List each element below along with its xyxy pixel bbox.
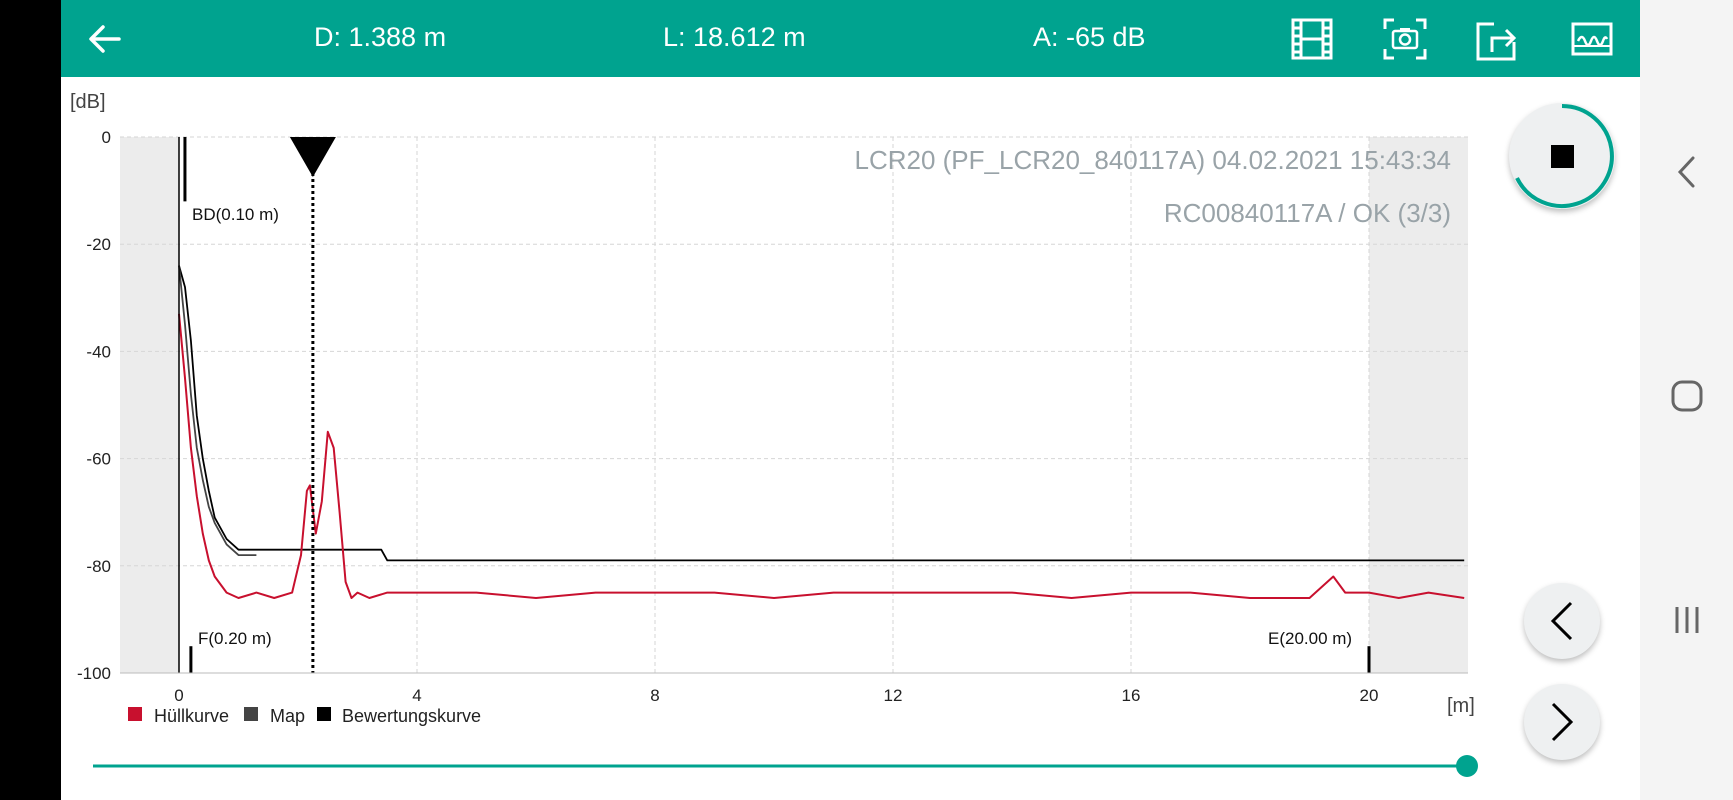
x-tick-label-3: 12 bbox=[884, 686, 903, 705]
distance-readout: D: 1.388 m bbox=[314, 22, 447, 52]
legend-swatch-evaluation bbox=[317, 707, 331, 721]
y-tick-label-1: -20 bbox=[86, 235, 111, 254]
stop-button[interactable] bbox=[1509, 103, 1615, 209]
system-navigation-bar bbox=[1640, 0, 1733, 800]
legend-label-envelope: Hüllkurve bbox=[154, 706, 229, 726]
film-icon[interactable] bbox=[1288, 16, 1336, 62]
x-tick-label-0: 0 bbox=[174, 686, 183, 705]
app-screen: D: 1.388 m L: 18.612 m A: -65 dB 0 4 8 12 16… bbox=[61, 0, 1640, 800]
echo-marker-triangle bbox=[289, 137, 336, 177]
shaded-region-0 bbox=[120, 137, 179, 673]
blocking-distance-label: BD(0.10 m) bbox=[192, 205, 279, 224]
series-line-1 bbox=[178, 265, 257, 556]
top-app-bar: D: 1.388 m L: 18.612 m A: -65 dB bbox=[61, 0, 1640, 77]
legend-swatch-envelope bbox=[128, 707, 142, 721]
y-tick-label-0: 0 bbox=[102, 128, 111, 147]
export-icon[interactable] bbox=[1474, 16, 1522, 62]
previous-button[interactable] bbox=[1524, 583, 1600, 659]
tank-icon[interactable] bbox=[1568, 16, 1616, 62]
back-nav-icon[interactable] bbox=[1640, 142, 1733, 202]
next-button[interactable] bbox=[1524, 684, 1600, 760]
y-tick-label-5: -100 bbox=[77, 664, 111, 683]
x-tick-label-5: 20 bbox=[1360, 686, 1379, 705]
time-slider[interactable] bbox=[93, 755, 1478, 777]
legend: Hüllkurve Map Bewertungskurve bbox=[128, 706, 481, 726]
legend-label-evaluation: Bewertungskurve bbox=[342, 706, 481, 726]
x-tick-label-1: 4 bbox=[412, 686, 421, 705]
x-axis-unit: [m] bbox=[1447, 695, 1475, 717]
legend-swatch-map bbox=[244, 707, 258, 721]
echo-curve-chart: 0 4 8 12 16 20 0 -20 -40 -60 -80 -100 [dB] [m] LCR2… bbox=[70, 91, 1478, 777]
device-info-line2: RC00840117A / OK (3/3) bbox=[1164, 198, 1451, 228]
stop-icon bbox=[1550, 144, 1574, 168]
series-line-0 bbox=[178, 313, 1465, 599]
plot-area bbox=[120, 137, 1468, 673]
empty-marker-label: E(20.00 m) bbox=[1268, 629, 1352, 648]
chevron-right-icon bbox=[1551, 702, 1574, 742]
amplitude-readout: A: -65 dB bbox=[1033, 22, 1146, 52]
x-tick-label-2: 8 bbox=[650, 686, 659, 705]
y-tick-label-3: -60 bbox=[86, 450, 111, 469]
legend-label-map: Map bbox=[270, 706, 305, 726]
arrow-left-icon[interactable] bbox=[81, 16, 129, 62]
x-tick-label-4: 16 bbox=[1122, 686, 1141, 705]
level-readout: L: 18.612 m bbox=[663, 22, 806, 52]
y-axis-unit: [dB] bbox=[70, 91, 106, 113]
series-line-2 bbox=[178, 265, 1465, 562]
y-tick-label-4: -80 bbox=[86, 557, 111, 576]
camera-icon[interactable] bbox=[1381, 16, 1429, 62]
recents-nav-icon[interactable] bbox=[1640, 590, 1733, 650]
y-tick-label-2: -40 bbox=[86, 342, 111, 361]
full-marker-label: F(0.20 m) bbox=[198, 629, 272, 648]
chevron-left-icon bbox=[1550, 601, 1573, 641]
device-info-line1: LCR20 (PF_LCR20_840117A) 04.02.2021 15:4… bbox=[854, 145, 1451, 175]
home-nav-icon[interactable] bbox=[1640, 366, 1733, 426]
shaded-region-1 bbox=[1369, 137, 1468, 673]
slider-thumb[interactable] bbox=[1456, 755, 1478, 777]
